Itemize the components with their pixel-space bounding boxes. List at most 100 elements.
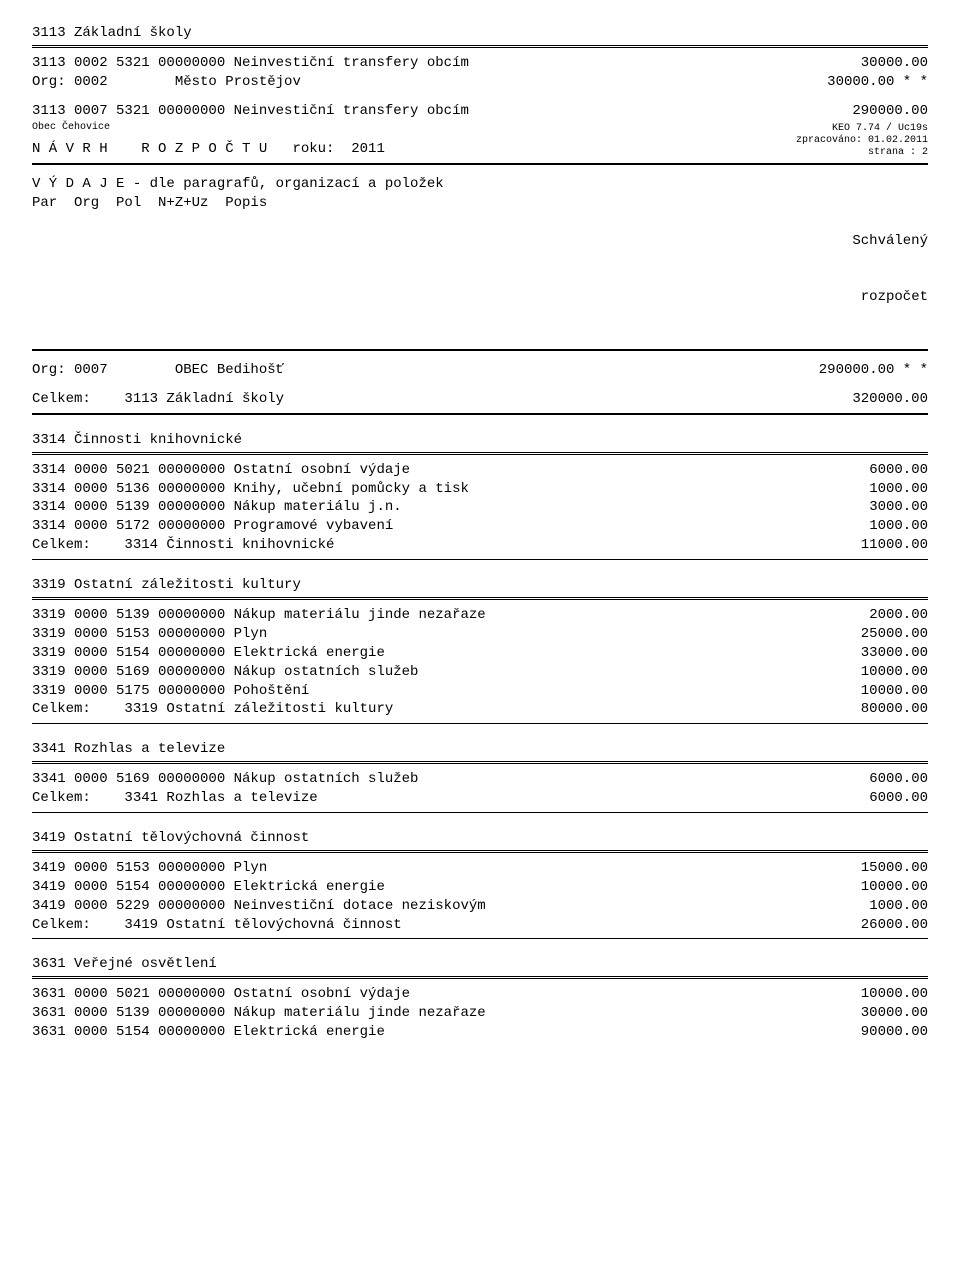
row-right: 30000.00 [758, 54, 928, 73]
divider [32, 349, 928, 351]
row-left: 3631 0000 5154 00000000 Elektrická energ… [32, 1023, 758, 1042]
celkem-row: Celkem: 3319 Ostatní záležitosti kultury… [32, 700, 928, 719]
row-right: 3000.00 [758, 498, 928, 517]
row-right: 26000.00 [758, 916, 928, 935]
data-row: Org: 0002 Město Prostějov30000.00 * * [32, 73, 928, 92]
data-row: 3419 0000 5153 00000000 Plyn15000.00 [32, 859, 928, 878]
section-title: 3419 Ostatní tělovýchovná činnost [32, 829, 928, 848]
row-left: 3314 0000 5021 00000000 Ostatní osobní v… [32, 461, 758, 480]
divider [32, 597, 928, 600]
row-right: 30000.00 * * [758, 73, 928, 92]
data-row: 3113 0002 5321 00000000 Neinvestiční tra… [32, 54, 928, 73]
row-left: Celkem: 3319 Ostatní záležitosti kultury [32, 700, 758, 719]
row-right: 10000.00 [758, 663, 928, 682]
row-right: 10000.00 [758, 985, 928, 1004]
row-right: 15000.00 [758, 859, 928, 878]
data-row: Org: 0007 OBEC Bedihošť 290000.00 * * [32, 361, 928, 380]
row-left: 3314 0000 5136 00000000 Knihy, učební po… [32, 480, 758, 499]
row-left: Celkem: 3314 Činnosti knihovnické [32, 536, 758, 555]
data-row: 3319 0000 5153 00000000 Plyn25000.00 [32, 625, 928, 644]
row-left: 3631 0000 5021 00000000 Ostatní osobní v… [32, 985, 758, 1004]
row-left: 3631 0000 5139 00000000 Nákup materiálu … [32, 1004, 758, 1023]
section-title: 3314 Činnosti knihovnické [32, 431, 928, 450]
row-right: 1000.00 [758, 480, 928, 499]
row-left: 3319 0000 5153 00000000 Plyn [32, 625, 758, 644]
obec-name: Obec Čehovice [32, 121, 385, 135]
row-left: 3113 0002 5321 00000000 Neinvestiční tra… [32, 54, 758, 73]
header-left: Par Org Pol N+Z+Uz Popis [32, 194, 758, 345]
row-right: 80000.00 [758, 700, 928, 719]
row-right: 6000.00 [758, 770, 928, 789]
row-left: 3113 0007 5321 00000000 Neinvestiční tra… [32, 102, 758, 121]
row-left: 3319 0000 5175 00000000 Pohoštění [32, 682, 758, 701]
section-title: 3631 Veřejné osvětlení [32, 955, 928, 974]
row-left: Org: 0007 OBEC Bedihošť [32, 361, 758, 380]
row-right: 6000.00 [758, 789, 928, 808]
divider [32, 938, 928, 939]
divider [32, 761, 928, 764]
data-row: 3314 0000 5139 00000000 Nákup materiálu … [32, 498, 928, 517]
row-left: 3314 0000 5139 00000000 Nákup materiálu … [32, 498, 758, 517]
divider [32, 812, 928, 813]
row-right: 30000.00 [758, 1004, 928, 1023]
row-right: 25000.00 [758, 625, 928, 644]
data-row: 3341 0000 5169 00000000 Nákup ostatních … [32, 770, 928, 789]
meta-zpracovano: zpracováno: 01.02.2011 [796, 135, 928, 147]
row-left: Celkem: 3113 Základní školy [32, 390, 758, 409]
row-left: 3319 0000 5169 00000000 Nákup ostatních … [32, 663, 758, 682]
celkem-row: Celkem: 3419 Ostatní tělovýchovná činnos… [32, 916, 928, 935]
row-left: Celkem: 3419 Ostatní tělovýchovná činnos… [32, 916, 758, 935]
row-left: 3419 0000 5229 00000000 Neinvestiční dot… [32, 897, 758, 916]
data-row: 3631 0000 5021 00000000 Ostatní osobní v… [32, 985, 928, 1004]
row-left: 3341 0000 5169 00000000 Nákup ostatních … [32, 770, 758, 789]
data-row: 3314 0000 5021 00000000 Ostatní osobní v… [32, 461, 928, 480]
data-row: 3319 0000 5154 00000000 Elektrická energ… [32, 644, 928, 663]
navrh-title: N Á V R H R O Z P O Č T U roku: 2011 [32, 140, 385, 159]
row-right: 10000.00 [758, 682, 928, 701]
data-row: 3319 0000 5169 00000000 Nákup ostatních … [32, 663, 928, 682]
data-row: 3319 0000 5175 00000000 Pohoštění10000.0… [32, 682, 928, 701]
divider [32, 452, 928, 455]
data-row: 3314 0000 5136 00000000 Knihy, učební po… [32, 480, 928, 499]
row-left: 3314 0000 5172 00000000 Programové vybav… [32, 517, 758, 536]
row-left: 3319 0000 5154 00000000 Elektrická energ… [32, 644, 758, 663]
divider [32, 559, 928, 560]
celkem-row: Celkem: 3113 Základní školy 320000.00 [32, 390, 928, 409]
data-row: 3631 0000 5154 00000000 Elektrická energ… [32, 1023, 928, 1042]
vydaje-title: V Ý D A J E - dle paragrafů, organizací … [32, 175, 928, 194]
header-rozpocet: rozpočet [758, 288, 928, 307]
row-left: Org: 0002 Město Prostějov [32, 73, 758, 92]
row-right: 2000.00 [758, 606, 928, 625]
section-title: 3341 Rozhlas a televize [32, 740, 928, 759]
divider [32, 163, 928, 165]
data-row: 3419 0000 5229 00000000 Neinvestiční dot… [32, 897, 928, 916]
header-schvaleny: Schválený [758, 232, 928, 251]
divider [32, 723, 928, 724]
row-right: 10000.00 [758, 878, 928, 897]
data-row: 3314 0000 5172 00000000 Programové vybav… [32, 517, 928, 536]
data-row: 3419 0000 5154 00000000 Elektrická energ… [32, 878, 928, 897]
divider [32, 976, 928, 979]
data-row: 3113 0007 5321 00000000 Neinvestiční tra… [32, 102, 928, 121]
divider [32, 45, 928, 48]
divider [32, 850, 928, 853]
celkem-row: Celkem: 3341 Rozhlas a televize 6000.00 [32, 789, 928, 808]
row-right: 290000.00 [758, 102, 928, 121]
row-right: 1000.00 [758, 897, 928, 916]
row-right: 11000.00 [758, 536, 928, 555]
row-right: 90000.00 [758, 1023, 928, 1042]
row-right: 1000.00 [758, 517, 928, 536]
row-right: 320000.00 [758, 390, 928, 409]
data-row: 3319 0000 5139 00000000 Nákup materiálu … [32, 606, 928, 625]
row-left: Celkem: 3341 Rozhlas a televize [32, 789, 758, 808]
section-title: 3113 Základní školy [32, 24, 928, 43]
row-right: 6000.00 [758, 461, 928, 480]
section-title: 3319 Ostatní záležitosti kultury [32, 576, 928, 595]
row-left: 3419 0000 5154 00000000 Elektrická energ… [32, 878, 758, 897]
row-right: 290000.00 * * [758, 361, 928, 380]
divider [32, 413, 928, 415]
celkem-row: Celkem: 3314 Činnosti knihovnické 11000.… [32, 536, 928, 555]
meta-strana: strana : 2 [796, 147, 928, 159]
row-left: 3419 0000 5153 00000000 Plyn [32, 859, 758, 878]
meta-system: KEO 7.74 / Uc19s [796, 123, 928, 135]
